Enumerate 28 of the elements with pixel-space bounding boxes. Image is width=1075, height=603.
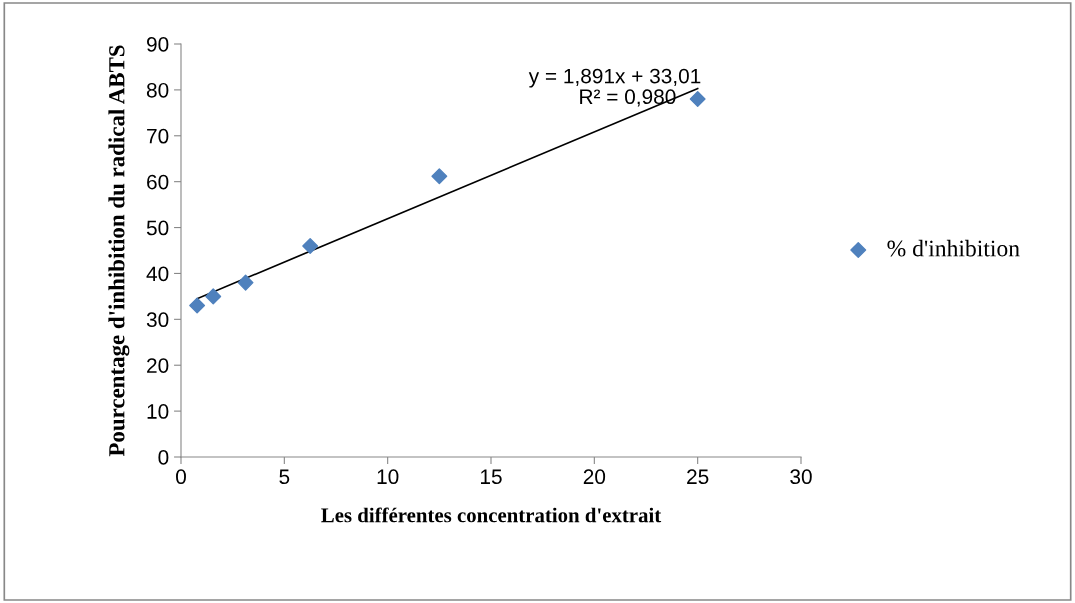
x-tick-label: 0 xyxy=(176,469,186,485)
point xyxy=(431,168,448,185)
y-tick-label: 70 xyxy=(147,128,169,144)
y-tick-label: 90 xyxy=(147,37,169,52)
x-tick-label: 10 xyxy=(377,469,399,485)
y-tick-label: 60 xyxy=(147,174,169,190)
y-tick-label: 0 xyxy=(158,450,169,465)
y-axis-title: Pourcentage d'inhibition du radical ABTS xyxy=(108,45,130,457)
point xyxy=(205,288,222,305)
x-tick-label: 20 xyxy=(583,469,606,485)
y-tick-label: 10 xyxy=(147,404,169,419)
x-tick-label: 30 xyxy=(790,469,812,485)
x-tick-label: 5 xyxy=(279,469,290,485)
y-tick-label: 20 xyxy=(147,358,169,373)
annotation: R² = 0,980 xyxy=(580,89,676,107)
x-tick-label: 15 xyxy=(481,469,502,485)
x-tick-label: 25 xyxy=(687,469,709,485)
y-tick-label: 50 xyxy=(146,220,169,236)
point xyxy=(689,91,706,108)
point xyxy=(302,237,319,254)
y-tick-label: 30 xyxy=(146,312,169,328)
annotation: y = 1,891x + 33,01 xyxy=(528,68,701,88)
y-tick-label: 40 xyxy=(146,266,169,282)
legend-label: % d'inhibition xyxy=(887,239,1020,257)
point xyxy=(189,297,206,314)
x-axis-title: Les différentes concentration d'extrait xyxy=(321,507,662,523)
y-tick-label: 80 xyxy=(146,82,169,98)
point xyxy=(237,274,254,291)
